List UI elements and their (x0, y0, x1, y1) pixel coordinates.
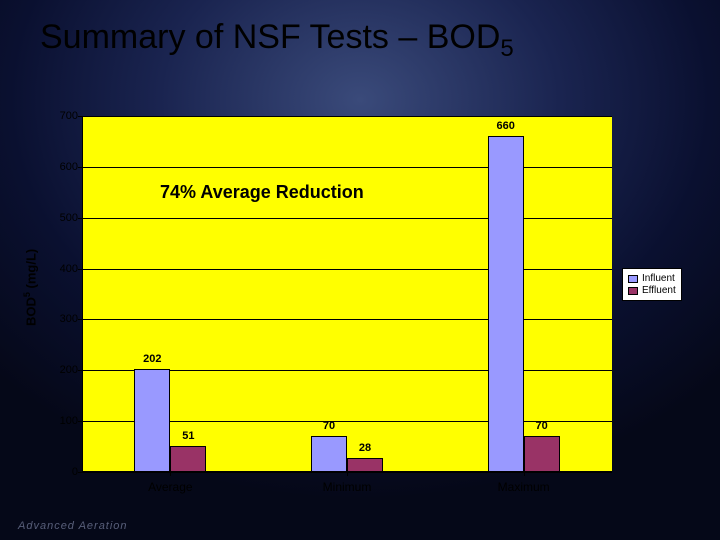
bar-effluent-average (170, 446, 206, 472)
y-tick-label: 300 (50, 313, 78, 325)
bar-value-label: 51 (182, 430, 194, 442)
legend-item-influent: Influent (628, 273, 676, 284)
category-label: Minimum (323, 480, 372, 494)
y-tick-label: 0 (50, 466, 78, 478)
x-tick (347, 472, 348, 476)
y-tick (78, 116, 82, 117)
x-tick (524, 472, 525, 476)
y-tick (78, 472, 82, 473)
y-tick-label: 700 (50, 110, 78, 122)
y-axis-title-unit: (mg/L) (23, 249, 38, 292)
slide-title: Summary of NSF Tests – BOD5 (40, 18, 514, 63)
y-tick-label: 500 (50, 212, 78, 224)
bod5-bar-chart: BOD5 (mg/L) 74% Average Reduction Influe… (28, 116, 692, 512)
bar-influent-maximum (488, 136, 524, 472)
title-main: Summary of NSF Tests – BOD (40, 18, 500, 56)
bar-value-label: 28 (359, 442, 371, 454)
y-tick (78, 421, 82, 422)
y-tick-label: 600 (50, 161, 78, 173)
bar-effluent-maximum (524, 436, 560, 472)
gridline (82, 269, 612, 270)
y-tick-label: 200 (50, 364, 78, 376)
bar-influent-minimum (311, 436, 347, 472)
bar-value-label: 660 (496, 120, 514, 132)
gridline (82, 218, 612, 219)
legend-swatch-influent (628, 275, 638, 283)
y-tick (78, 319, 82, 320)
bar-effluent-minimum (347, 458, 383, 472)
x-tick (170, 472, 171, 476)
category-label: Maximum (498, 480, 550, 494)
chart-legend: Influent Effluent (622, 268, 682, 301)
gridline (82, 319, 612, 320)
legend-label-effluent: Effluent (642, 285, 676, 296)
footer-logo: Advanced Aeration (18, 520, 128, 532)
y-tick-label: 400 (50, 263, 78, 275)
title-subscript: 5 (500, 35, 513, 62)
legend-label-influent: Influent (642, 273, 675, 284)
legend-swatch-effluent (628, 287, 638, 295)
bar-value-label: 70 (323, 420, 335, 432)
y-tick (78, 370, 82, 371)
category-label: Average (148, 480, 192, 494)
gridline (82, 167, 612, 168)
y-tick (78, 167, 82, 168)
bar-value-label: 70 (536, 420, 548, 432)
gridline (82, 116, 612, 117)
y-axis-line (82, 116, 83, 472)
y-axis-title-text: BOD (23, 297, 38, 326)
legend-item-effluent: Effluent (628, 285, 676, 296)
y-tick-label: 100 (50, 415, 78, 427)
plot-area (82, 116, 612, 472)
y-tick (78, 218, 82, 219)
y-axis-title: BOD5 (mg/L) (22, 249, 38, 326)
y-axis-title-sup: 5 (22, 292, 32, 297)
y-tick (78, 269, 82, 270)
bar-influent-average (134, 369, 170, 472)
bar-value-label: 202 (143, 353, 161, 365)
reduction-annotation: 74% Average Reduction (160, 182, 364, 203)
